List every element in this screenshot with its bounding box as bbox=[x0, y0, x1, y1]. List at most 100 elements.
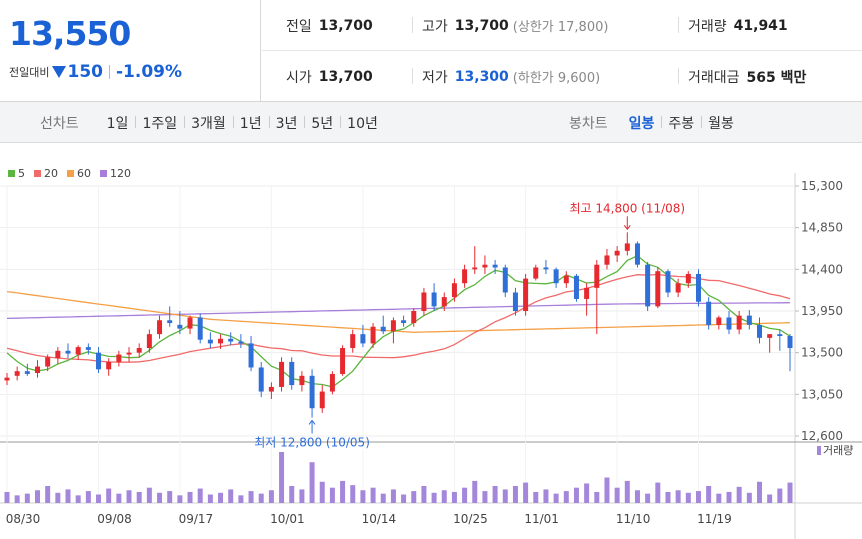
high-arrow-head bbox=[623, 224, 631, 231]
candle-body bbox=[106, 361, 112, 370]
volume-bar bbox=[451, 491, 457, 503]
quote-header: 13,550 전일대비 150 -1.09% 전일 13,700 고가 13,7… bbox=[0, 0, 862, 102]
candle-body bbox=[523, 278, 529, 311]
volume-bar bbox=[35, 490, 41, 503]
volume-bar bbox=[492, 486, 498, 503]
candle-body bbox=[624, 243, 630, 251]
candle-body bbox=[563, 275, 569, 284]
period-1w[interactable]: 1주일 bbox=[135, 113, 184, 133]
candlestick-chart[interactable]: 15,300 14,850 14,400 13,950 13,500 13,050 12,6… bbox=[0, 143, 862, 539]
legend-swatch bbox=[34, 170, 41, 177]
candle-body bbox=[492, 264, 498, 268]
legend-swatch bbox=[100, 170, 107, 177]
candle-monthly[interactable]: 월봉 bbox=[701, 113, 741, 133]
candle-body bbox=[502, 267, 508, 293]
candle-body bbox=[787, 336, 793, 349]
candle-body bbox=[329, 373, 335, 392]
volume-bar bbox=[645, 493, 651, 503]
candle-daily[interactable]: 일봉 bbox=[628, 115, 655, 132]
volume-bar bbox=[553, 493, 559, 503]
volume-bar bbox=[248, 491, 254, 503]
volume-bar bbox=[177, 495, 183, 503]
volume-bar bbox=[502, 489, 508, 503]
x-tick-label: 10/25 bbox=[453, 512, 488, 526]
low-value: 13,300 bbox=[454, 68, 509, 85]
candle-body bbox=[431, 292, 437, 307]
volume-bar bbox=[116, 493, 122, 503]
period-10y[interactable]: 10년 bbox=[340, 113, 385, 133]
low-annotation: 최저 12,800 (10/05) bbox=[254, 435, 370, 449]
volume-bar bbox=[187, 491, 193, 503]
volume-bar bbox=[584, 483, 590, 503]
candle-body bbox=[360, 334, 366, 344]
candle-body bbox=[45, 357, 51, 367]
candle-body bbox=[716, 317, 722, 325]
volume-bar bbox=[523, 482, 529, 503]
volume-bar bbox=[309, 462, 315, 503]
volume-bar bbox=[665, 491, 671, 503]
lower-limit: (하한가 9,600) bbox=[512, 71, 601, 86]
candle-body bbox=[126, 352, 132, 355]
high-annotation: 최고 14,800 (11/08) bbox=[569, 201, 685, 215]
candle-body bbox=[390, 320, 396, 332]
high-label: 고가 bbox=[422, 18, 448, 35]
candle-body bbox=[248, 343, 254, 368]
candle-body bbox=[451, 283, 457, 298]
period-1d[interactable]: 1일 bbox=[106, 115, 129, 132]
candle-body bbox=[268, 386, 274, 392]
candle-body bbox=[462, 269, 468, 284]
price-box: 13,550 전일대비 150 -1.09% bbox=[0, 0, 261, 102]
x-tick-label: 11/01 bbox=[524, 512, 559, 526]
line-chart-periods: 선차트 1일 1주일 3개월 1년 3년 5년 10년 bbox=[40, 102, 385, 143]
volume-bar bbox=[207, 494, 213, 503]
volume-value: 41,941 bbox=[733, 17, 788, 34]
period-3y[interactable]: 3년 bbox=[268, 113, 305, 133]
volume-bar bbox=[238, 495, 244, 503]
candle-body bbox=[146, 334, 152, 349]
candle-body bbox=[634, 243, 640, 265]
volume-bar bbox=[767, 494, 773, 503]
period-3m[interactable]: 3개월 bbox=[184, 113, 233, 133]
candle-body bbox=[472, 267, 478, 270]
ma5-line bbox=[6, 255, 791, 388]
x-tick-label: 11/10 bbox=[616, 512, 651, 526]
period-5y[interactable]: 5년 bbox=[304, 113, 340, 133]
x-tick-label: 08/30 bbox=[6, 512, 41, 526]
volume-bar bbox=[4, 491, 10, 503]
candle-body bbox=[157, 320, 163, 335]
volume-bar bbox=[594, 491, 600, 503]
volume-bar bbox=[685, 492, 691, 503]
candle-body bbox=[726, 317, 732, 330]
candle-body bbox=[238, 341, 244, 344]
amount-label: 거래대금 bbox=[688, 69, 740, 86]
volume-bar bbox=[167, 491, 173, 503]
volume-bar bbox=[573, 487, 579, 503]
line-chart-label[interactable]: 선차트 bbox=[40, 115, 79, 132]
candle-body bbox=[573, 275, 579, 299]
candle-body bbox=[594, 264, 600, 288]
volume-bar bbox=[268, 490, 274, 503]
ma-legend: 5 20 60 120 bbox=[8, 167, 140, 180]
volume-bar bbox=[75, 495, 81, 503]
volume-bar bbox=[706, 486, 712, 503]
volume-bar bbox=[533, 491, 539, 503]
y-tick-label: 12,600 bbox=[801, 429, 843, 443]
candle-chart-label[interactable]: 봉차트 bbox=[569, 115, 608, 132]
down-arrow-icon bbox=[52, 66, 67, 78]
volume-bar bbox=[258, 493, 264, 503]
volume-bar bbox=[106, 488, 112, 503]
volume-bar bbox=[350, 485, 356, 503]
volume-bar bbox=[462, 487, 468, 503]
candle-weekly[interactable]: 주봉 bbox=[661, 113, 701, 133]
volume-bar bbox=[136, 491, 142, 503]
volume-bar bbox=[146, 487, 152, 503]
legend-label: 60 bbox=[77, 167, 91, 180]
volume-bar bbox=[563, 491, 569, 503]
x-tick-label: 10/14 bbox=[362, 512, 397, 526]
candle-body bbox=[380, 326, 386, 332]
volume-bar bbox=[624, 480, 630, 503]
period-1y[interactable]: 1년 bbox=[232, 113, 269, 133]
candle-body bbox=[767, 334, 773, 338]
volume-bar bbox=[329, 487, 335, 503]
candle-body bbox=[65, 350, 71, 354]
